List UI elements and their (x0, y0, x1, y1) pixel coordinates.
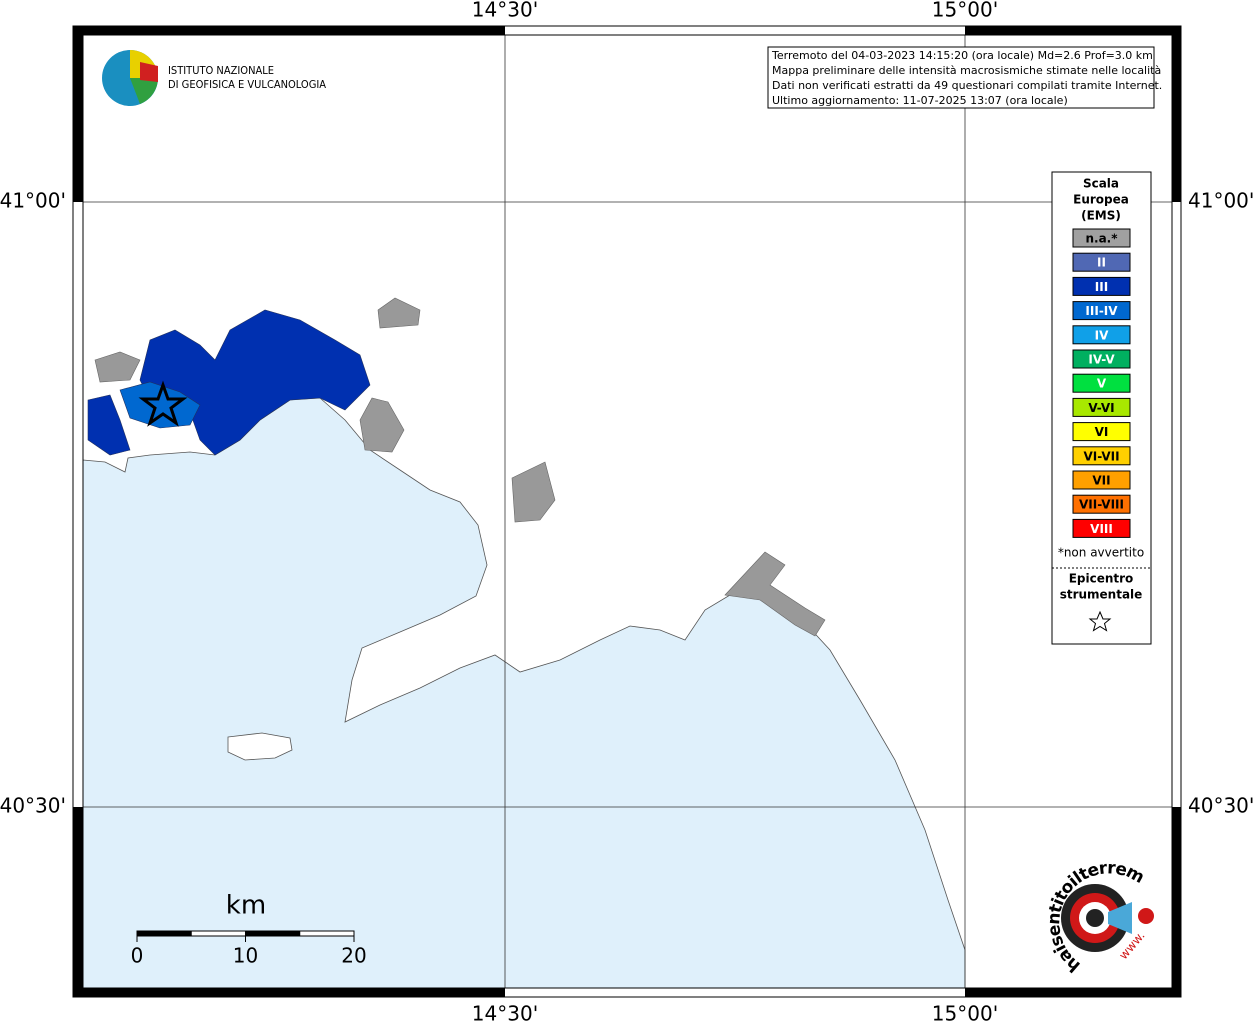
scale-segment (245, 930, 301, 937)
logo-text: DI GEOFISICA E VULCANOLOGIA (168, 78, 326, 91)
frame-ticks (73, 26, 1181, 997)
info-line: Dati non verificati estratti da 49 quest… (772, 79, 1162, 92)
info-line: Terremoto del 04-03-2023 14:15:20 (ora l… (771, 49, 1153, 62)
legend-swatch (1072, 325, 1131, 345)
intensity-area (139, 309, 371, 456)
legend-swatch (1072, 349, 1131, 369)
axis-label: 14°30' (472, 0, 538, 22)
legend-swatch (1072, 301, 1131, 321)
axis-label: 40°30' (1188, 794, 1254, 818)
not-felt-areas (94, 297, 826, 637)
legend-label: V (1097, 377, 1107, 391)
intensity-area (119, 381, 201, 429)
legend-label: VI-VII (1083, 449, 1119, 463)
scale-segment (136, 930, 192, 937)
legend-swatch (1072, 470, 1131, 490)
legend-swatch (1072, 373, 1131, 393)
legend-label: VII (1092, 474, 1110, 488)
graticule (83, 35, 1172, 988)
legend-label: V-VI (1088, 401, 1114, 415)
legend-epicenter: Epicentro (1069, 572, 1134, 586)
legend-swatch (1072, 252, 1131, 272)
legend-swatch (1072, 422, 1131, 442)
info-line: Mappa preliminare delle intensità macros… (772, 64, 1161, 77)
legend-title: Scala (1083, 177, 1119, 191)
info-box (767, 46, 1155, 109)
legend-swatch (1072, 494, 1131, 514)
axis-label: 14°30' (472, 1002, 538, 1024)
legend-label: II (1097, 256, 1106, 270)
logo-text: ISTITUTO NAZIONALE (168, 64, 274, 77)
legend-label: III (1095, 280, 1108, 294)
info-line: Ultimo aggiornamento: 11-07-2025 13:07 (… (772, 94, 1068, 107)
legend-label: IV-V (1088, 353, 1115, 367)
legend-title: Europea (1073, 193, 1129, 207)
island (227, 732, 293, 761)
axis-label: 40°30' (0, 794, 66, 818)
scale-label: 20 (341, 944, 366, 968)
scale-segment (299, 930, 355, 937)
scale-unit: km (226, 891, 266, 921)
legend-note: *non avvertito (1058, 546, 1144, 560)
legend-label: VII-VIII (1079, 498, 1124, 512)
legend-swatch (1072, 518, 1131, 538)
scale-segment (190, 930, 246, 937)
scale-label: 0 (131, 944, 144, 968)
axis-label: 15°00' (932, 0, 998, 22)
legend-swatch (1072, 228, 1131, 248)
legend-swatch (1072, 446, 1131, 466)
frame (72, 25, 1182, 998)
axis-label: 15°00' (932, 1002, 998, 1024)
legend-label: VI (1095, 425, 1109, 439)
legend-label: n.a.* (1085, 232, 1118, 246)
axis-label: 41°00' (0, 189, 66, 213)
ingv-logo: ISTITUTO NAZIONALE DI GEOFISICA E VULCAN… (102, 50, 326, 106)
legend-label: VIII (1090, 522, 1113, 536)
intensity-area (87, 394, 131, 456)
legend-label: III-IV (1085, 304, 1118, 318)
frame (82, 34, 1173, 989)
legend-title: (EMS) (1081, 209, 1121, 223)
scale-label: 10 (233, 944, 258, 968)
legend-label: IV (1095, 328, 1109, 342)
axis-label: 41°00' (1188, 189, 1254, 213)
legend-epicenter: strumentale (1060, 588, 1143, 602)
legend-swatch (1072, 276, 1131, 296)
epicenter (138, 380, 188, 427)
legend-star (1088, 610, 1112, 632)
legend-swatch (1072, 397, 1131, 417)
